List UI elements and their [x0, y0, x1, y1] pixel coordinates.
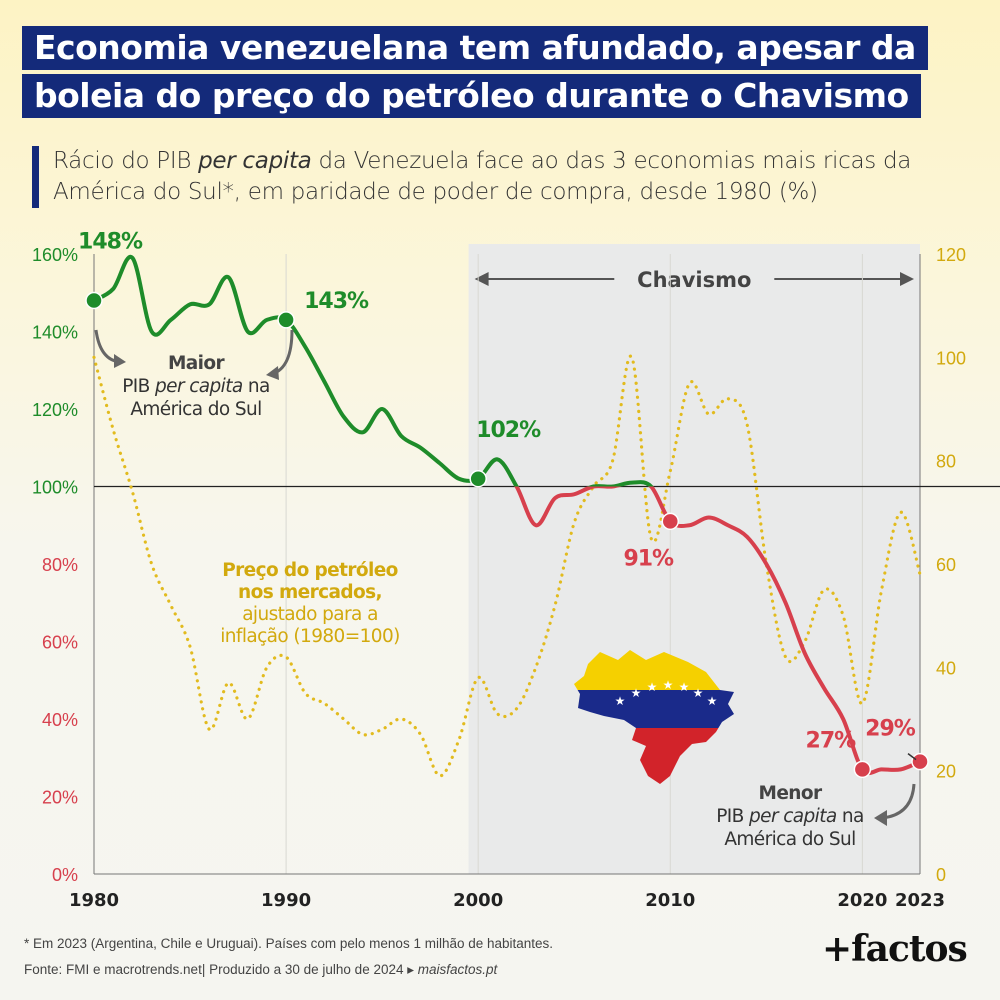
note-max-bold-part: Maior — [168, 353, 226, 374]
note-oil-bold-2-part: nos mercados, — [238, 582, 382, 603]
source-line: Fonte: FMI e macrotrends.net| Produzido … — [24, 962, 497, 978]
chavismo-arrowhead-left — [474, 272, 489, 286]
note-oil-bold-1-part: Preço do petróleo — [222, 560, 398, 581]
title-block: Economia venezuelana tem afundado, apesa… — [22, 26, 928, 122]
chart-title-line-1: Economia venezuelana tem afundado, apesa… — [22, 26, 928, 70]
note-max-line1-part: PIB — [122, 376, 155, 397]
annotation-dot — [277, 311, 295, 329]
note-max-line1-part: na — [243, 376, 270, 397]
brand-logo: +factos — [822, 928, 968, 970]
curved-arrowhead-min — [874, 810, 887, 826]
annotation-dot — [853, 760, 872, 779]
flag-star: ★ — [615, 694, 626, 708]
gdp-ratio-line-below — [514, 486, 921, 776]
y-right-tick: 80 — [936, 452, 956, 472]
chavismo-label: Chavismo — [637, 268, 751, 292]
x-tick: 2010 — [645, 890, 695, 911]
footnote: * Em 2023 (Argentina, Chile e Uruguai). … — [24, 936, 554, 951]
y-left-tick: 80% — [42, 555, 78, 575]
flag-star: ★ — [631, 686, 642, 700]
note-min-line1: PIB per capita na — [716, 806, 864, 827]
note-oil-bold-2: nos mercados, — [238, 582, 382, 603]
flag-star: ★ — [663, 678, 674, 692]
annotation-dot — [661, 512, 680, 531]
annotation-dot — [911, 752, 929, 771]
y-left-tick: 160% — [32, 245, 78, 265]
y-right-tick: 20 — [936, 762, 956, 782]
note-min-bold: Menor — [759, 783, 823, 804]
x-tick: 2023 — [895, 890, 945, 911]
note-min-line1-part: PIB — [716, 806, 749, 827]
x-tick: 2000 — [453, 890, 503, 911]
chavismo-shade-layer: Chavismo — [468, 244, 920, 874]
y-left-tick: 120% — [32, 400, 78, 420]
note-oil-bold-1: Preço do petróleo — [222, 560, 398, 581]
y-right-tick: 0 — [936, 865, 946, 885]
note-min-line2: América do Sul — [724, 829, 855, 850]
note-max-bold: Maior — [168, 353, 226, 374]
flag-star: ★ — [707, 694, 718, 708]
y-left-tick: 140% — [32, 323, 78, 343]
note-min-line2-part: América do Sul — [724, 829, 855, 850]
note-min-line1-part: per capita — [748, 806, 837, 827]
curved-arrow-max-2 — [271, 329, 294, 376]
note-max-line2-part: América do Sul — [130, 399, 261, 420]
gdp-ratio-line-above — [92, 254, 654, 487]
chavismo-arrowhead-right — [900, 272, 914, 286]
y-right-tick: 120 — [936, 245, 966, 265]
note-max-line1-part: per capita — [154, 376, 243, 397]
x-tick: 1990 — [261, 890, 311, 911]
note-min-bold-part: Menor — [759, 783, 823, 804]
y-right-tick: 100 — [936, 348, 966, 368]
chavismo-band — [468, 244, 920, 874]
flag-star: ★ — [693, 686, 704, 700]
note-oil-line-3-part: ajustado para a — [242, 604, 378, 625]
chart-title-line-2: boleia do preço do petróleo durante o Ch… — [22, 74, 921, 118]
subtitle-text-2: da Venezuela face ao das 3 economias mai… — [53, 148, 912, 205]
flag-star: ★ — [679, 680, 690, 694]
y-left-tick: 0% — [52, 865, 78, 885]
note-oil-line-4-part: inflação (1980=100) — [220, 626, 400, 647]
y-right-tick: 60 — [936, 555, 956, 575]
note-min-line1-part: na — [837, 806, 864, 827]
note-oil-line-3: ajustado para a — [242, 604, 378, 625]
annotation-dot — [85, 291, 103, 310]
gdp-ratio-layer — [92, 254, 921, 776]
note-max-line2: América do Sul — [130, 399, 261, 420]
oil-price-layer — [92, 354, 922, 778]
annotation-leader-29 — [907, 753, 917, 761]
flag-star: ★ — [647, 680, 658, 694]
annotation-label: 143% — [304, 289, 369, 314]
annotation-dot — [469, 470, 487, 488]
subtitle-italic: per capita — [198, 148, 312, 174]
note-max-line1: PIB per capita na — [122, 376, 270, 397]
x-tick: 1980 — [69, 890, 119, 911]
annotation-label: 148% — [78, 230, 143, 255]
annotation-label: 102% — [476, 418, 541, 443]
y-left-tick: 100% — [32, 478, 78, 498]
note-oil-line-4: inflação (1980=100) — [220, 626, 400, 647]
y-left-tick: 40% — [42, 710, 78, 730]
y-right-tick: 40 — [936, 658, 956, 678]
x-tick: 2020 — [837, 890, 887, 911]
curved-arrowhead-max-2 — [266, 366, 279, 380]
annotation-label: 27% — [806, 728, 857, 753]
source-link[interactable]: maisfactos.pt — [417, 962, 498, 977]
y-left-tick: 20% — [42, 788, 78, 808]
oil-price-line — [92, 354, 922, 778]
source-text: Fonte: FMI e macrotrends.net| Produzido … — [24, 962, 418, 977]
subtitle-text-1: Rácio do PIB — [53, 148, 199, 174]
curved-arrowhead-max-1 — [114, 354, 126, 368]
axis-layer: 0% 20% 40% 60% 80% 100% 120% 140% 160% 0 20 40 60 80 1… — [32, 245, 1000, 911]
chart-subtitle: Rácio do PIB per capita da Venezuela fac… — [32, 146, 993, 208]
annotation-label: 91% — [623, 546, 674, 571]
y-left-tick: 60% — [42, 633, 78, 653]
annotation-label: 29% — [865, 717, 916, 742]
